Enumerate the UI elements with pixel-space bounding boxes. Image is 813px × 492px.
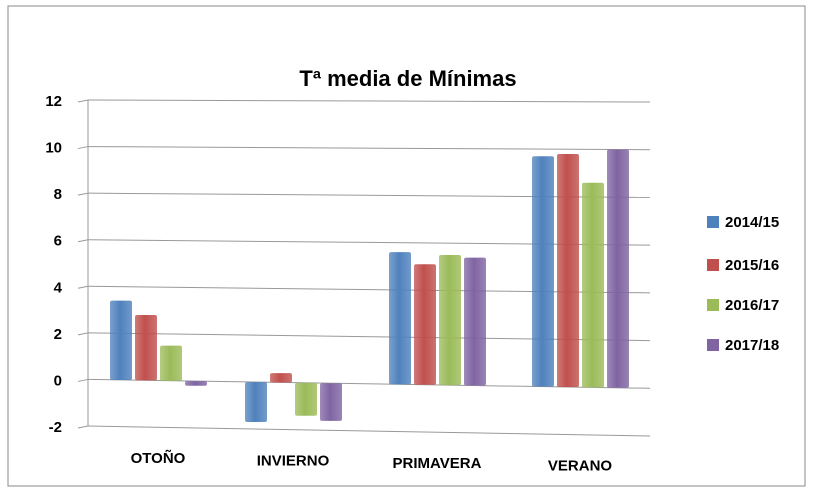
x-tick-label: OTOÑO [131, 449, 186, 467]
legend-swatch [707, 216, 719, 228]
tick-mark [77, 285, 89, 289]
y-tick-label: 2 [54, 326, 62, 343]
bar [135, 314, 157, 381]
grid-line [87, 146, 651, 151]
bar [532, 156, 554, 387]
grid-line [87, 192, 651, 198]
y-tick-label: 12 [45, 93, 62, 110]
bar [582, 182, 604, 388]
chart-title: Tª media de Mínimas [299, 66, 516, 91]
tick-mark [77, 239, 89, 243]
chart-border [7, 5, 806, 487]
grid-line [87, 425, 651, 437]
bar [320, 383, 342, 421]
bar [185, 381, 207, 386]
bar [607, 149, 629, 388]
bar [557, 154, 579, 387]
grid-line [87, 285, 651, 294]
legend-swatch [707, 339, 719, 351]
bar [414, 264, 436, 385]
legend-label: 2017/18 [725, 337, 779, 354]
bar [160, 345, 182, 381]
grid-line [87, 239, 651, 246]
bar [464, 257, 486, 386]
bar [110, 300, 132, 380]
x-tick-label: PRIMAVERA [393, 455, 482, 472]
y-tick-label: 10 [45, 140, 62, 157]
y-tick-label: 6 [54, 233, 62, 250]
x-tick-label: INVIERNO [257, 453, 330, 470]
y-tick-label: 4 [54, 279, 63, 296]
legend-label: 2015/16 [725, 257, 779, 274]
bar [245, 382, 267, 422]
tick-mark [77, 378, 89, 382]
legend-swatch [707, 259, 719, 271]
tick-mark [77, 332, 89, 336]
y-tick-label: 8 [54, 186, 62, 203]
y-tick-label: 0 [54, 372, 62, 389]
bar [389, 252, 411, 385]
y-tick-label: -2 [49, 419, 62, 436]
grid-line [87, 332, 651, 342]
tick-mark [77, 99, 89, 103]
bar [295, 382, 317, 416]
legend-swatch [707, 299, 719, 311]
grid-line [87, 99, 651, 103]
legend-label: 2014/15 [725, 214, 779, 231]
legend-label: 2016/17 [725, 297, 779, 314]
x-tick-label: VERANO [548, 458, 613, 475]
bar [439, 255, 461, 386]
tick-mark [77, 192, 89, 196]
bar [270, 373, 292, 383]
tick-mark [77, 146, 89, 150]
grid-line [87, 378, 651, 389]
tick-mark [77, 425, 89, 429]
